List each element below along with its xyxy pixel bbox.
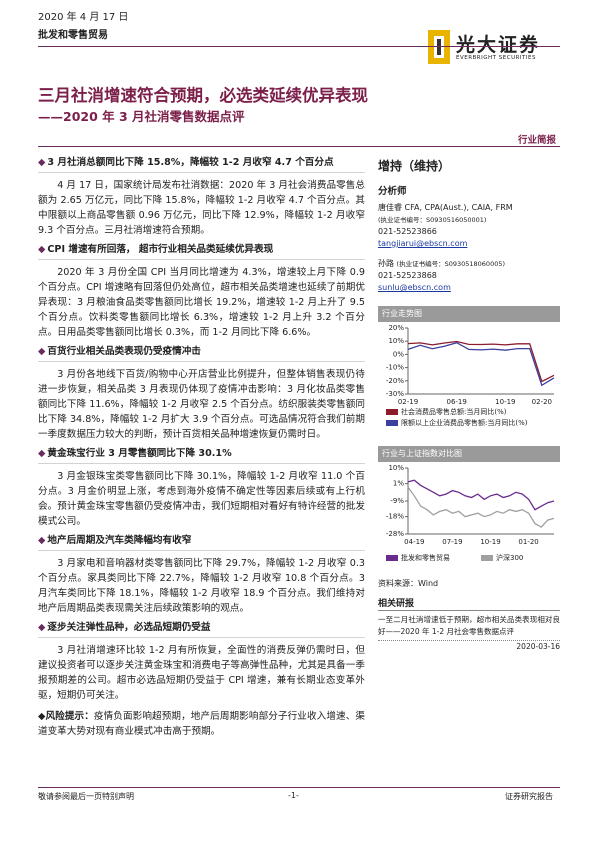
paragraph: 3 月份各地线下百货/购物中心开店营业比例提升，但整体销售表现仍待进一步恢复，相… bbox=[38, 369, 365, 440]
section-heading: 地产后周期及汽车类降幅均有收窄 bbox=[38, 533, 365, 551]
y-tick-label: 1% bbox=[393, 480, 404, 488]
analyst-name: 唐佳睿 CFA, CPA(Aust.), CAIA, FRM bbox=[378, 203, 513, 212]
report-type: 行业简报 bbox=[518, 135, 557, 146]
series-line bbox=[407, 486, 555, 528]
x-tick-label: 04-19 bbox=[404, 538, 424, 546]
x-tick-label: 07-19 bbox=[442, 538, 462, 546]
y-tick-label: -28% bbox=[386, 530, 404, 538]
series-line bbox=[407, 342, 555, 387]
analyst: 唐佳睿 CFA, CPA(Aust.), CAIA, FRM (执业证书编号：S… bbox=[378, 202, 560, 250]
series-line bbox=[407, 479, 555, 511]
related-text: 一至二月社消增速低于预期，超市相关品类表现相对良好——2020 年 1-2 月社… bbox=[378, 615, 560, 636]
subtitle: ——2020 年 3 月社消零售数据点评 bbox=[38, 109, 245, 124]
x-tick-label: 06-19 bbox=[446, 398, 466, 406]
chart-title: 行业与上证指数对比图 bbox=[378, 446, 560, 462]
industry: 批发和零售贸易 bbox=[38, 30, 108, 41]
y-tick-label: 0% bbox=[393, 350, 404, 358]
section-heading: CPI 增速有所回落， 超市行业相关品类延续优异表现 bbox=[38, 242, 365, 260]
risk-label: 风险提示： bbox=[45, 711, 94, 722]
analyst-phone: 021-52523866 bbox=[378, 227, 437, 236]
y-tick-label: -9% bbox=[390, 497, 404, 505]
legend-swatch bbox=[481, 555, 493, 561]
analyst-email[interactable]: tangjiarui@ebscn.com bbox=[378, 239, 468, 248]
x-tick-label: 02-19 bbox=[398, 398, 418, 406]
analyst-phone: 021-52523868 bbox=[378, 271, 437, 280]
x-tick-label: 10-19 bbox=[495, 398, 515, 406]
page-number: -1- bbox=[288, 791, 299, 800]
analyst-cert: (执业证书编号：S0930516050001) bbox=[378, 216, 487, 224]
paragraph: 3 月社消增速环比较 1-2 月有所恢复，全面性的消费反弹仍需时日，但建议投资者… bbox=[38, 645, 365, 701]
sidebar: 增持（维持） 分析师 唐佳睿 CFA, CPA(Aust.), CAIA, FR… bbox=[378, 152, 560, 653]
footer-right: 证券研究报告 bbox=[505, 792, 553, 801]
rating: 增持（维持） bbox=[378, 159, 451, 173]
legend-label: 批发和零售贸易 bbox=[401, 553, 450, 562]
source: 资料来源：Wind bbox=[378, 579, 439, 588]
analyst-email[interactable]: sunlu@ebscn.com bbox=[378, 283, 451, 292]
rule bbox=[38, 46, 560, 47]
x-tick-label: 10-19 bbox=[480, 538, 500, 546]
logo-en: EVERBRIGHT SECURITIES bbox=[456, 55, 536, 61]
chart-title: 行业走势图 bbox=[378, 306, 560, 322]
legend-swatch bbox=[386, 409, 398, 415]
y-tick-label: -20% bbox=[386, 377, 404, 385]
rule bbox=[38, 146, 560, 147]
legend-label: 社会消费品零售总额:当月同比(%) bbox=[401, 407, 507, 416]
paragraph: 3 月家电和音响器材类零售额同比下降 29.7%，降幅较 1-2 月收窄 0.3… bbox=[38, 558, 365, 614]
y-tick-label: 10% bbox=[388, 337, 404, 345]
section-heading: 逐步关注弹性品种，必选品短期仍受益 bbox=[38, 620, 365, 638]
paragraph: 4 月 17 日，国家统计局发布社消数据：2020 年 3 月社会消费品零售总额… bbox=[38, 180, 365, 236]
legend-label: 沪深300 bbox=[496, 553, 523, 562]
logo-icon bbox=[428, 30, 450, 64]
rule bbox=[38, 787, 560, 788]
series-line bbox=[407, 340, 555, 383]
x-tick-label: 02-20 bbox=[532, 398, 552, 406]
x-tick-label: 01-20 bbox=[518, 538, 538, 546]
y-tick-label: -30% bbox=[386, 390, 404, 398]
analyst-name: 孙路 bbox=[378, 259, 394, 268]
paragraph: 2020 年 3 月份全国 CPI 当月同比增速为 4.3%，增速较上月下降 0… bbox=[38, 267, 365, 338]
legend-swatch bbox=[386, 555, 398, 561]
legend-label: 限额以上企业消费品零售额:当月同比(%) bbox=[401, 418, 528, 427]
date: 2020 年 4 月 17 日 bbox=[38, 12, 129, 23]
footer-left: 敬请参阅最后一页特别声明 bbox=[38, 792, 134, 801]
paragraph: 3 月金银珠宝类零售额同比下降 30.1%，降幅较 1-2 月收窄 11.0 个… bbox=[38, 471, 365, 527]
chart: 10% 1% -9% -18% -28%04-19 07-19 10-19 01-20 批发和零… bbox=[386, 464, 555, 562]
analyst-cert: (执业证书编号：S0930518060005) bbox=[396, 260, 506, 268]
section-heading: 百货行业相关品类表现仍受疫情冲击 bbox=[38, 344, 365, 362]
section-heading: 黄金珠宝行业 3 月零售额同比下降 30.1% bbox=[38, 446, 365, 464]
y-tick-label: 10% bbox=[388, 464, 404, 472]
y-tick-label: -18% bbox=[386, 513, 404, 521]
body: 3 月社消总额同比下降 15.8%，降幅较 1-2 月收窄 4.7 个百分点 4 … bbox=[38, 152, 365, 743]
related-heading: 相关研报 bbox=[378, 598, 560, 611]
logo-cn: 光大证券 bbox=[456, 34, 541, 56]
analyst-label: 分析师 bbox=[378, 186, 407, 197]
analyst: 孙路 (执业证书编号：S0930518060005) 021-52523868 … bbox=[378, 258, 560, 294]
risk: ◆风险提示：疫情负面影响超预期，地产后周期影响部分子行业收入增速、渠道变革大势对… bbox=[38, 711, 366, 737]
related-date: 2020-03-16 bbox=[378, 640, 560, 653]
risk-text: 疫情负面影响超预期，地产后周期影响部分子行业收入增速、渠道变革大势对现有商业模式… bbox=[38, 711, 366, 737]
y-tick-label: 20% bbox=[388, 324, 404, 332]
section-heading: 3 月社消总额同比下降 15.8%，降幅较 1-2 月收窄 4.7 个百分点 bbox=[38, 155, 365, 173]
title: 三月社消增速符合预期，必选类延续优异表现 bbox=[38, 86, 368, 105]
logo: 光大证券 EVERBRIGHT SECURITIES bbox=[428, 30, 560, 66]
legend-swatch bbox=[386, 420, 398, 426]
y-tick-label: -10% bbox=[386, 364, 404, 372]
chart: 20% 10% 0% -10% -20% -30%02-19 06-19 10-19 02-20… bbox=[386, 324, 555, 427]
